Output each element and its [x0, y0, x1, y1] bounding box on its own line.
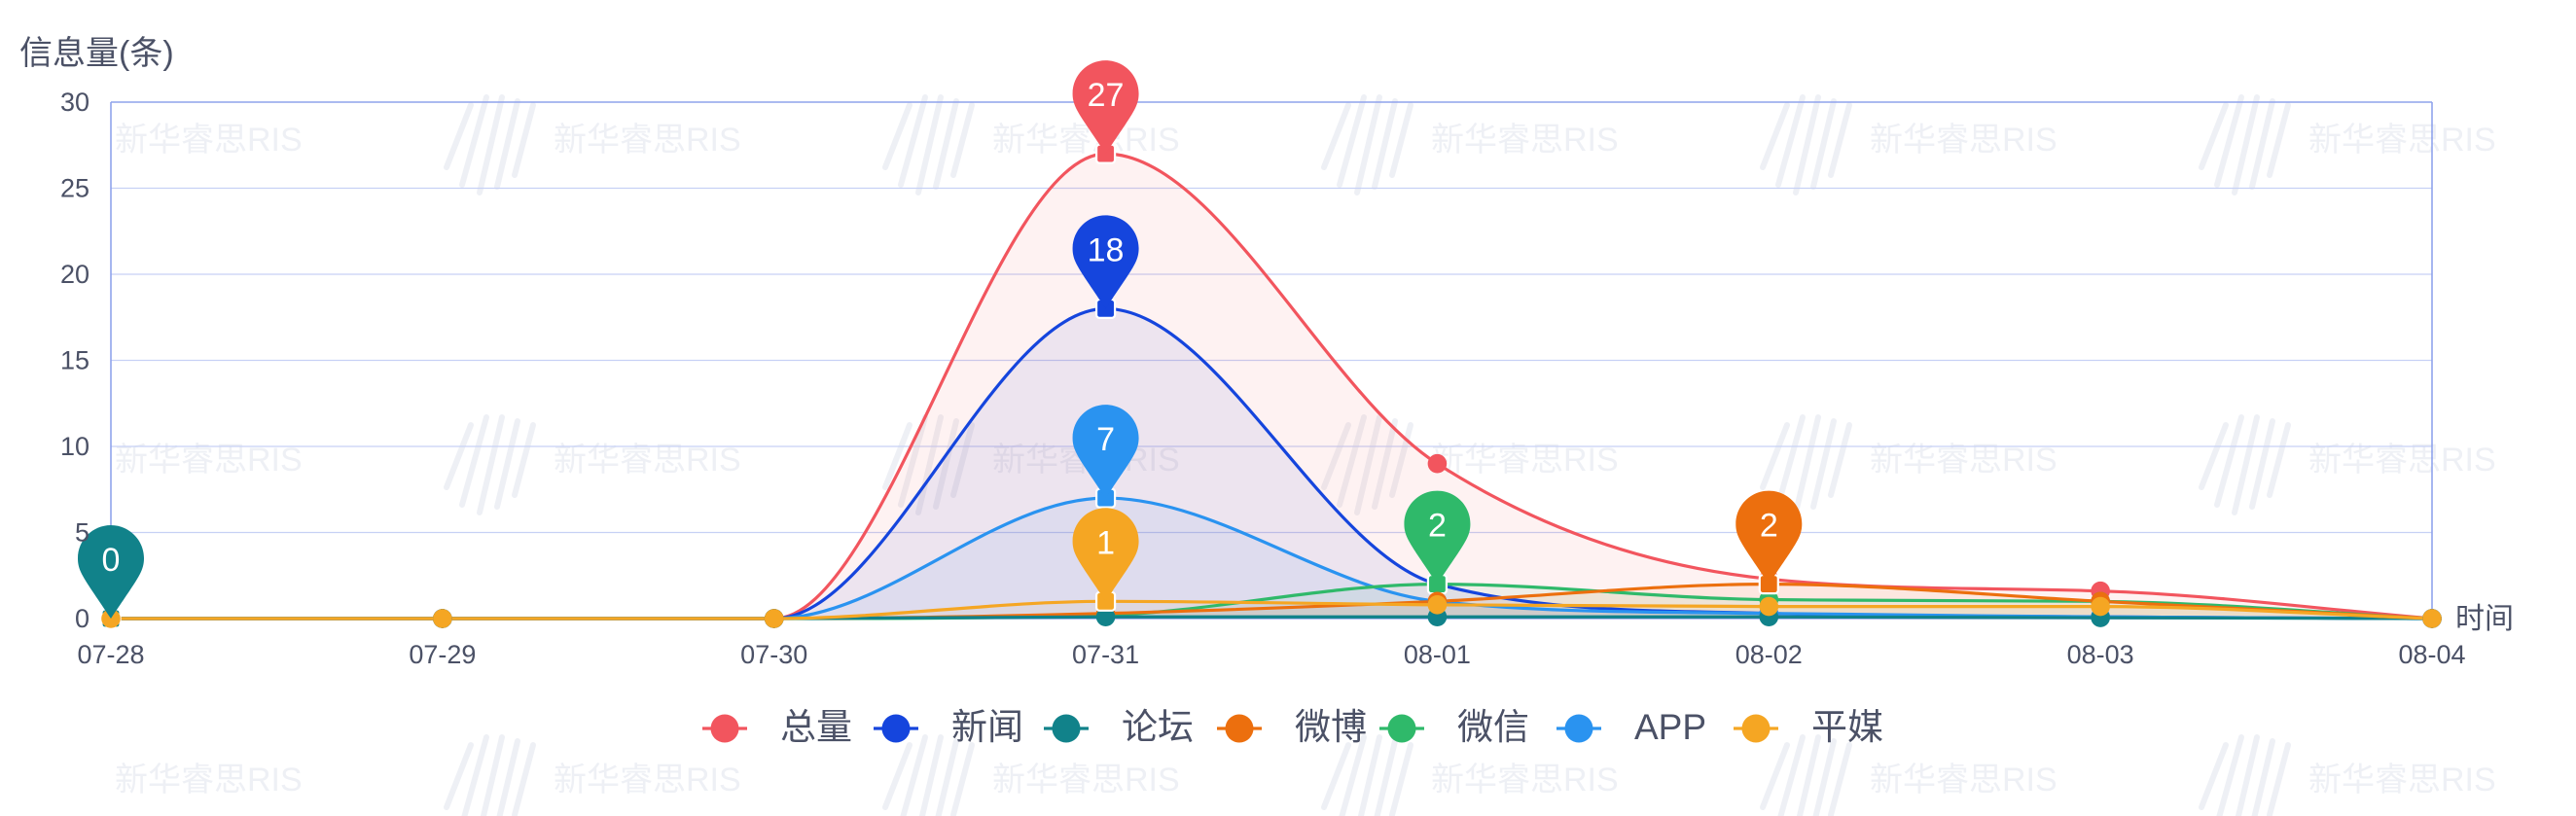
svg-text:15: 15	[60, 346, 89, 375]
svg-text:08-03: 08-03	[2067, 640, 2134, 669]
svg-text:微博: 微博	[1295, 707, 1367, 747]
svg-text:7: 7	[1096, 421, 1115, 458]
svg-text:时间: 时间	[2455, 603, 2514, 635]
svg-text:信息量(条): 信息量(条)	[19, 35, 174, 72]
svg-text:10: 10	[60, 432, 89, 461]
svg-text:07-30: 07-30	[740, 640, 807, 669]
svg-text:08-02: 08-02	[1735, 640, 1803, 669]
svg-text:20: 20	[60, 260, 89, 289]
svg-text:07-31: 07-31	[1072, 640, 1139, 669]
svg-text:30: 30	[60, 88, 89, 117]
svg-text:APP: APP	[1634, 707, 1706, 747]
svg-text:平媒: 平媒	[1811, 707, 1883, 747]
svg-text:总量: 总量	[780, 707, 852, 747]
svg-text:新闻: 新闻	[951, 707, 1023, 747]
svg-text:0: 0	[102, 542, 121, 579]
svg-text:07-28: 07-28	[77, 640, 144, 669]
svg-text:2: 2	[1760, 508, 1778, 545]
svg-text:18: 18	[1088, 231, 1125, 268]
svg-text:25: 25	[60, 174, 89, 203]
svg-text:07-29: 07-29	[409, 640, 476, 669]
svg-text:5: 5	[75, 518, 89, 548]
svg-text:08-04: 08-04	[2398, 640, 2465, 669]
svg-text:0: 0	[75, 604, 89, 633]
svg-text:08-01: 08-01	[1404, 640, 1471, 669]
svg-text:27: 27	[1088, 77, 1125, 114]
svg-text:2: 2	[1428, 508, 1447, 545]
svg-text:论坛: 论坛	[1122, 707, 1194, 747]
svg-text:微信: 微信	[1457, 707, 1529, 747]
svg-text:1: 1	[1096, 524, 1115, 561]
